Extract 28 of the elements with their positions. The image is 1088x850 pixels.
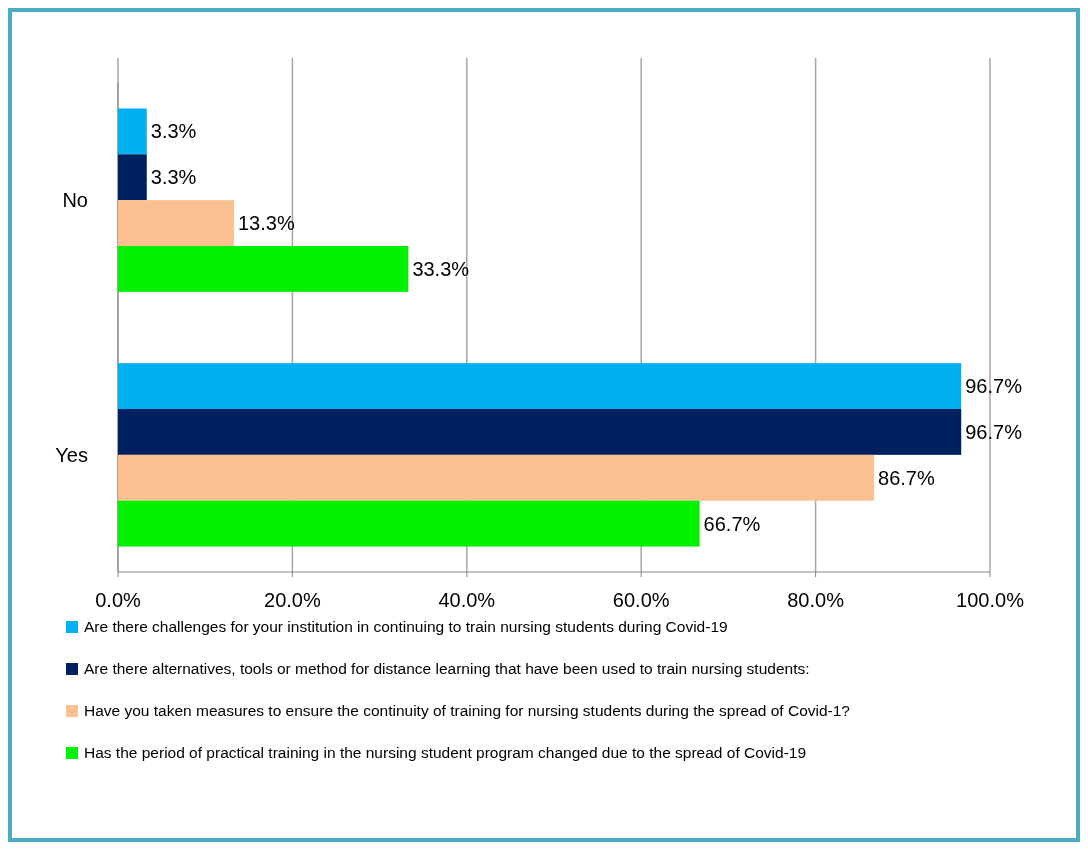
x-tick-label: 20.0% bbox=[264, 589, 321, 611]
bar bbox=[118, 454, 875, 501]
bar bbox=[118, 409, 962, 455]
data-label: 3.3% bbox=[150, 166, 197, 189]
legend-label: Has the period of practical training in the nursing student program changed due to the spread of Covid-19 bbox=[84, 744, 807, 762]
bar bbox=[118, 154, 147, 201]
x-tick-label: 40.0% bbox=[438, 589, 496, 611]
data-label: 86.7% bbox=[878, 466, 935, 489]
y-tick-label: Yes bbox=[55, 443, 88, 466]
data-label: 96.7% bbox=[965, 375, 1023, 398]
y-tick-label: No bbox=[62, 189, 88, 212]
legend-label: Are there alternatives, tools or method for distance learning that have been used to train nursing students: bbox=[84, 660, 810, 678]
legend-label: Are there challenges for your institution in continuing to train nursing students during Covid-19 bbox=[84, 618, 728, 636]
x-tick-label: 80.0% bbox=[787, 589, 845, 611]
bar bbox=[118, 108, 147, 155]
data-label: 96.7% bbox=[965, 420, 1023, 443]
legend-label: Have you taken measures to ensure the continuity of training for nursing students during the spread of Covid-1? bbox=[84, 702, 851, 720]
data-label: 66.7% bbox=[703, 512, 761, 535]
data-label: 13.3% bbox=[237, 212, 295, 235]
bar bbox=[118, 200, 234, 246]
x-tick-label: 0.0% bbox=[95, 589, 142, 611]
bar bbox=[118, 246, 409, 292]
data-label: 33.3% bbox=[412, 257, 470, 280]
x-tick-label: 60.0% bbox=[612, 589, 670, 611]
bar bbox=[118, 363, 962, 409]
data-label: 3.3% bbox=[150, 120, 197, 143]
x-tick-label: 100.0% bbox=[956, 589, 1025, 611]
bar bbox=[118, 500, 700, 547]
